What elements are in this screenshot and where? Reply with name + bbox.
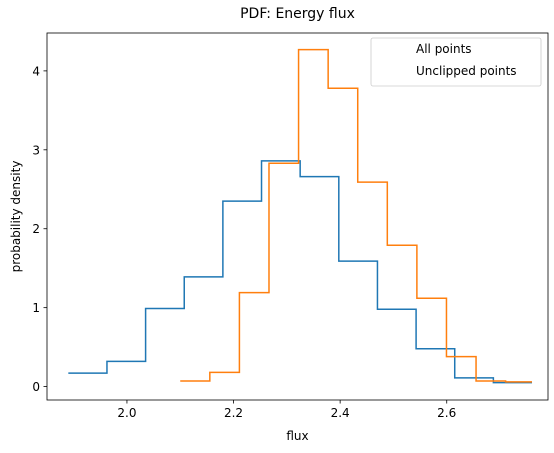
x-tick-label: 2.2 xyxy=(224,406,243,420)
plot-area xyxy=(68,48,533,384)
legend: All points Unclipped points xyxy=(370,37,542,87)
series-2 xyxy=(180,48,533,383)
y-tick-label: 3 xyxy=(32,143,40,157)
plot-frame xyxy=(46,32,549,401)
y-tick-label: 0 xyxy=(32,380,40,394)
x-tick-label: 2.0 xyxy=(117,406,136,420)
legend-entry-unclipped-points: Unclipped points xyxy=(416,64,517,78)
x-axis-label: flux xyxy=(286,429,308,443)
y-axis-label: probability density xyxy=(9,161,23,273)
histogram-step-line xyxy=(180,48,533,383)
y-tick-label: 1 xyxy=(32,301,40,315)
x-tick-label: 2.4 xyxy=(331,406,350,420)
histogram-step-line xyxy=(68,160,533,384)
legend-entry-all-points: All points xyxy=(416,42,472,56)
y-tick-label: 2 xyxy=(32,222,40,236)
x-tick-label: 2.6 xyxy=(437,406,456,420)
y-tick-label: 4 xyxy=(32,64,40,78)
series-1 xyxy=(68,160,533,384)
x-axis: 2.0 2.2 2.4 2.6 xyxy=(117,400,456,420)
chart-title: PDF: Energy flux xyxy=(240,6,355,22)
y-axis: 0 1 2 3 4 xyxy=(32,64,47,394)
legend-box xyxy=(370,37,542,87)
